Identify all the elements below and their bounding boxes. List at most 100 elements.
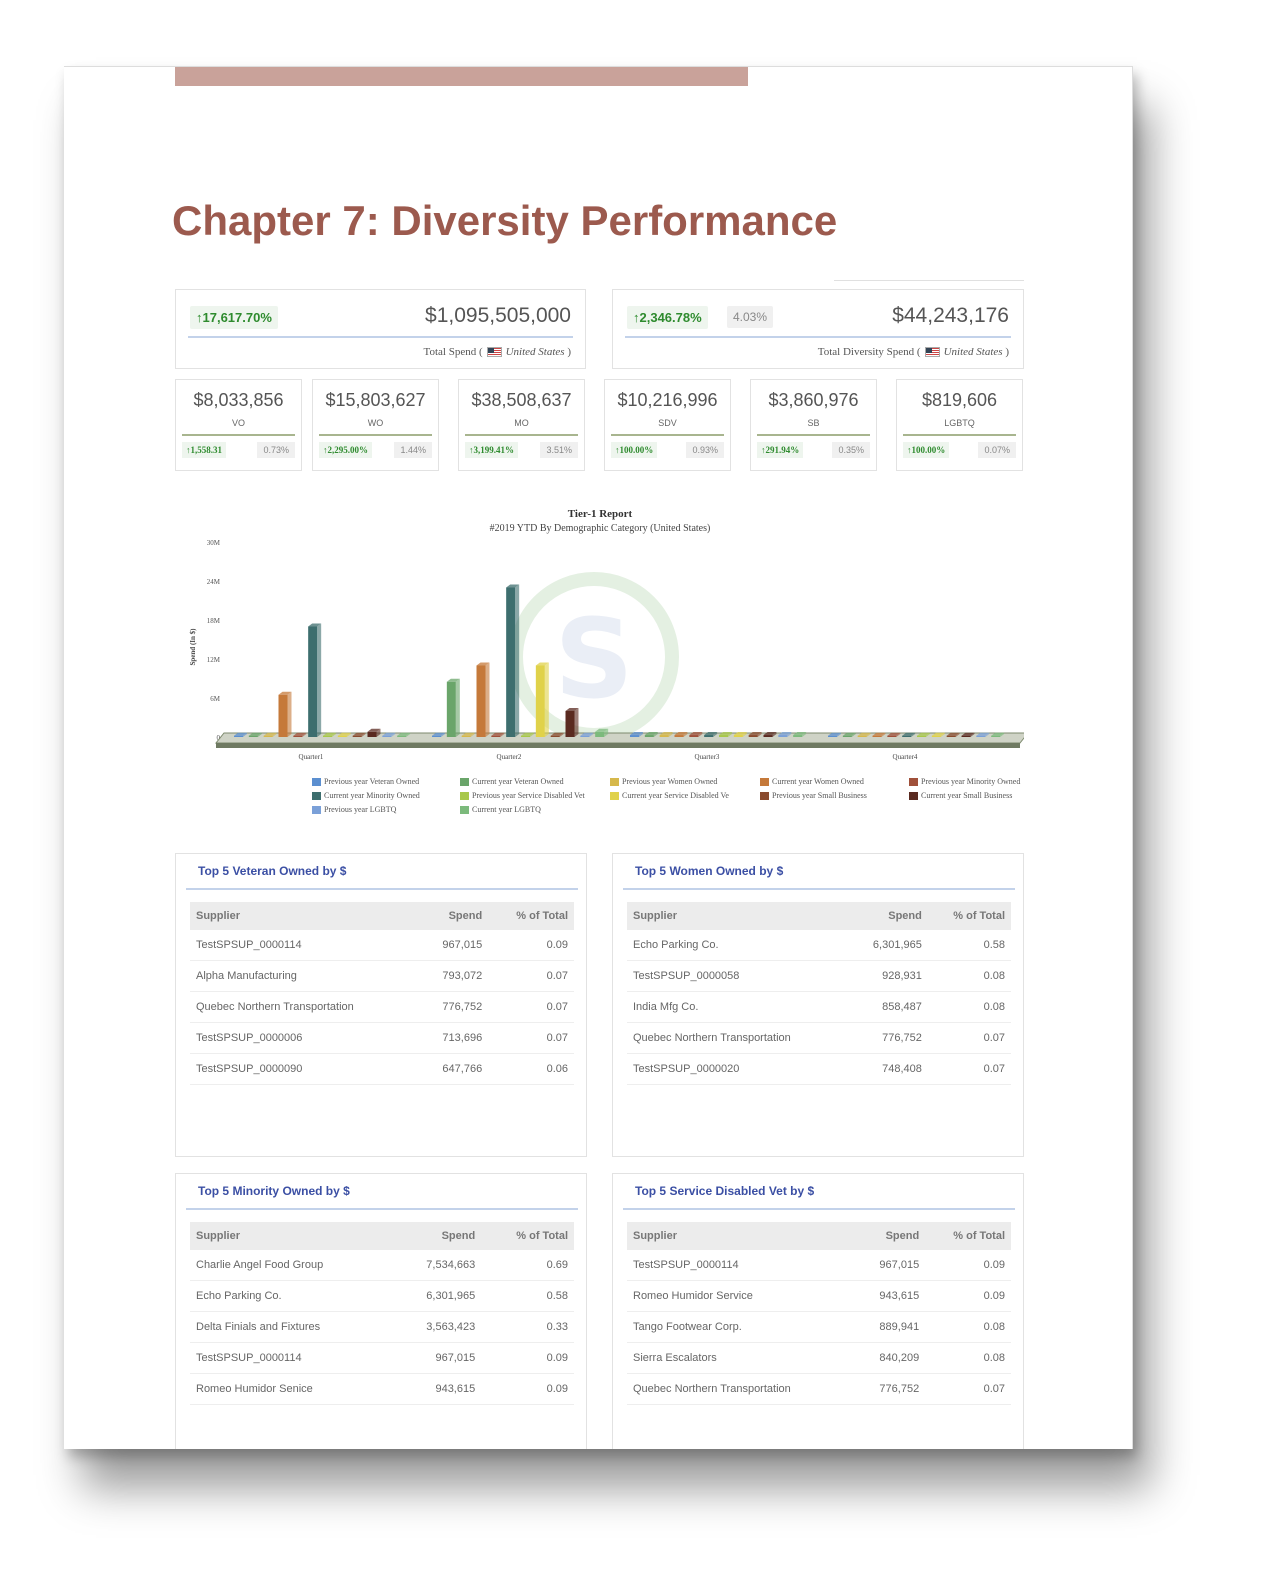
divider [186,1208,578,1210]
table-row: Quebec Northern Transportation 776,752 0.0… [627,1022,1011,1054]
category-share: 1.44% [394,442,432,458]
legend-item: Previous year Women Owned [610,777,718,787]
legend-swatch-icon [312,778,321,787]
title-rule [834,280,1024,281]
x-tick-label: Quarter4 [893,753,918,761]
category-card-lgbtq: $819,606 LGBTQ ↑100.00% 0.07% [896,379,1023,471]
bar [946,732,960,737]
legend-item: Previous year Small Business [760,791,867,801]
bar [521,732,534,737]
bar [917,732,930,737]
category-share: 0.73% [257,442,295,458]
col-supplier: Supplier [627,902,849,930]
col-pct-total: % of Total [488,902,574,930]
total-spend-caption: Total Spend (United States ) [423,346,572,358]
supplier-table: Supplier Spend % of Total Echo Parking C… [627,902,1011,1085]
table-row: TestSPSUP_0000020 748,408 0.07 [627,1053,1011,1085]
bar [778,732,792,737]
bar [278,691,292,737]
legend-swatch-icon [610,792,619,801]
col-spend: Spend [418,902,489,930]
supplier-table: Supplier Spend % of Total TestSPSUP_0000… [627,1222,1011,1405]
divider [623,888,1015,890]
x-tick-label: Quarter1 [299,753,324,761]
category-card-wo: $15,803,627 WO ↑2,295.00% 1.44% [312,379,439,471]
tier1-chart: S Tier-1 Report #2019 YTD By Demographic… [184,497,1024,837]
table-row: Romeo Humidor Senice 943,615 0.09 [190,1373,574,1405]
legend-swatch-icon [312,806,321,815]
bar [674,732,688,737]
legend-item: Current year Minority Owned [312,791,420,801]
category-card-sb: $3,860,976 SB ↑291.94% 0.35% [750,379,877,471]
table-row: TestSPSUP_0000058 928,931 0.08 [627,960,1011,992]
chart-svg: S Tier-1 Report #2019 YTD By Demographic… [189,508,1024,761]
panel-women-owned: Top 5 Women Owned by $ Supplier Spend % … [612,853,1024,1157]
total-spend-card: ↑17,617.70% $1,095,505,000 Total Spend (… [175,289,586,369]
diversity-spend-caption: Total Diversity Spend (United States ) [817,346,1009,358]
legend-label: Current year Women Owned [772,777,864,786]
panel-title: Top 5 Veteran Owned by $ [198,864,347,878]
bar [659,732,673,737]
legend-item: Previous year Minority Owned [909,777,1020,787]
bar [308,623,322,737]
bar [630,732,643,737]
panel-title: Top 5 Service Disabled Vet by $ [635,1184,815,1198]
legend-label: Previous year Women Owned [622,777,718,786]
arrow-up-icon: ↑ [196,310,203,325]
table-row: India Mfg Co. 858,487 0.08 [627,991,1011,1023]
category-share: 0.93% [686,442,724,458]
y-tick-label: 24M [207,578,221,586]
legend-item: Previous year LGBTQ [312,805,396,815]
category-share: 0.07% [978,442,1016,458]
table-row: Romeo Humidor Service 943,615 0.09 [627,1280,1011,1312]
col-supplier: Supplier [190,1222,393,1250]
total-spend-amount: $1,095,505,000 [425,304,571,327]
table-row: Alpha Manufacturing 793,072 0.07 [190,960,574,992]
legend-item: Current year Veteran Owned [460,777,564,787]
y-tick-label: 12M [207,656,221,664]
y-axis-label: Spend (In $) [189,628,197,666]
bar [976,732,990,737]
legend-label: Current year Service Disabled Ve [622,791,729,800]
bar [323,732,336,737]
legend-item: Current year Small Business [909,791,1012,801]
legend-label: Current year Veteran Owned [472,777,564,786]
legend-swatch-icon [610,778,619,787]
legend-swatch-icon [760,778,769,787]
y-tick-label: 0 [217,734,221,742]
col-spend: Spend [855,1222,926,1250]
floor-top [214,732,1024,744]
legend-label: Previous year Service Disabled Vet [472,791,585,800]
bar [432,732,445,737]
diversity-share: 4.03% [727,306,774,328]
us-flag-icon [486,347,502,358]
col-supplier: Supplier [190,902,419,930]
category-growth: ↑100.00% [611,442,658,458]
divider [319,434,432,436]
table-row: Tango Footwear Corp. 889,941 0.08 [627,1311,1011,1343]
legend-item: Current year LGBTQ [460,805,541,815]
category-card-vo: $8,033,856 VO ↑1,558.31 0.73% [175,379,302,471]
bar [644,732,658,737]
divider [623,1208,1015,1210]
arrow-up-icon: ↑ [469,445,474,455]
diversity-spend-amount: $44,243,176 [892,304,1009,327]
category-growth: ↑100.00% [903,442,950,458]
report-page: Chapter 7: Diversity Performance ↑17,617… [64,66,1133,1449]
bar [337,732,351,737]
total-spend-growth: ↑17,617.70% [190,306,278,329]
col-spend: Spend [848,902,928,930]
bar [293,732,307,737]
legend-label: Previous year Veteran Owned [324,777,420,786]
category-amount: $38,508,637 [471,390,572,410]
arrow-up-icon: ↑ [615,445,620,455]
category-share: 0.35% [832,442,870,458]
category-growth: ↑2,295.00% [319,442,372,458]
x-tick-label: Quarter2 [497,753,522,761]
x-ticks: Quarter1 Quarter2 Quarter3 Quarter4 [299,753,918,761]
col-spend: Spend [392,1222,482,1250]
bar [506,584,520,737]
x-tick-label: Quarter3 [695,753,720,761]
arrow-up-icon: ↑ [323,445,328,455]
table-row: Quebec Northern Transportation 776,752 0.0… [190,991,574,1023]
